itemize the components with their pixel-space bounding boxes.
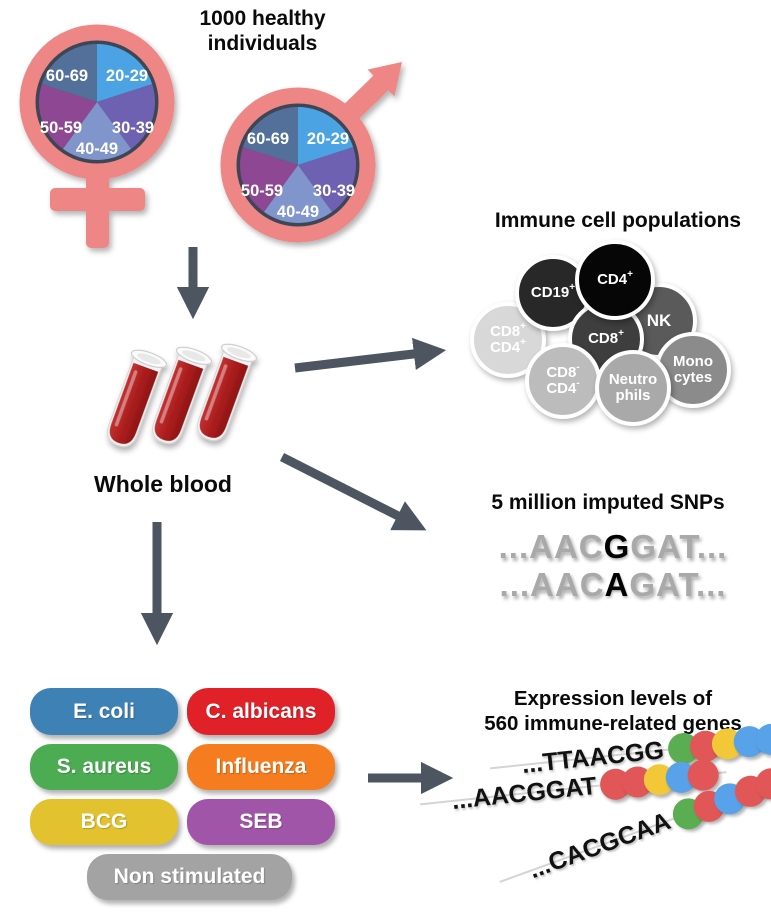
snps-title: 5 million imputed SNPs (491, 491, 725, 514)
stimulus-influenza: Influenza (187, 744, 335, 790)
expression-title-line2: 560 immune-related genes (484, 712, 742, 735)
stimulus-ecoli: E. coli (30, 688, 178, 735)
female-symbol (19, 24, 175, 248)
snp-sequence-2: ...AACAGAT... (499, 566, 727, 603)
male-symbol (220, 62, 402, 243)
whole-blood-label: Whole blood (94, 471, 232, 497)
snp-variant-allele-2: A (604, 566, 630, 603)
stimulus-calbicans: C. albicans (187, 688, 335, 735)
cell-cd4pos: CD4+ (575, 240, 655, 320)
arrow-blood-to-snps (279, 452, 427, 531)
stimulus-seb: SEB (187, 799, 335, 845)
snp-sequence-1: ...AACGGAT... (498, 528, 728, 565)
cell-cd8neg-cd4neg: CD8- CD4- (525, 343, 601, 419)
male-age-pie (236, 103, 360, 227)
stimulus-bcg: BCG (30, 799, 178, 845)
expression-title-line1: Expression levels of (513, 687, 713, 710)
male-arrow-head (367, 62, 402, 97)
stimulus-saureus: S. aureus (30, 744, 178, 790)
blood-tubes (98, 338, 261, 454)
cohort-title-line2: individuals (207, 32, 318, 55)
expression-title: Expression levels of 560 immune-related … (448, 686, 771, 736)
arrow-blood-to-immune-cells (294, 337, 447, 373)
cell-neutrophils: Neutro phils (595, 350, 671, 426)
snp-variant-allele-1: G (603, 528, 631, 565)
female-age-pie (35, 40, 159, 164)
cohort-title-line1: 1000 healthy (199, 7, 326, 30)
snp-sequences: ...AACGGAT... ...AACAGAT... (448, 528, 771, 604)
stimulus-non-stimulated: Non stimulated (87, 854, 292, 900)
female-cross-horizontal (50, 188, 145, 211)
cohort-title: 1000 healthy individuals (170, 6, 355, 56)
immune-cells-title: Immune cell populations (494, 209, 742, 232)
